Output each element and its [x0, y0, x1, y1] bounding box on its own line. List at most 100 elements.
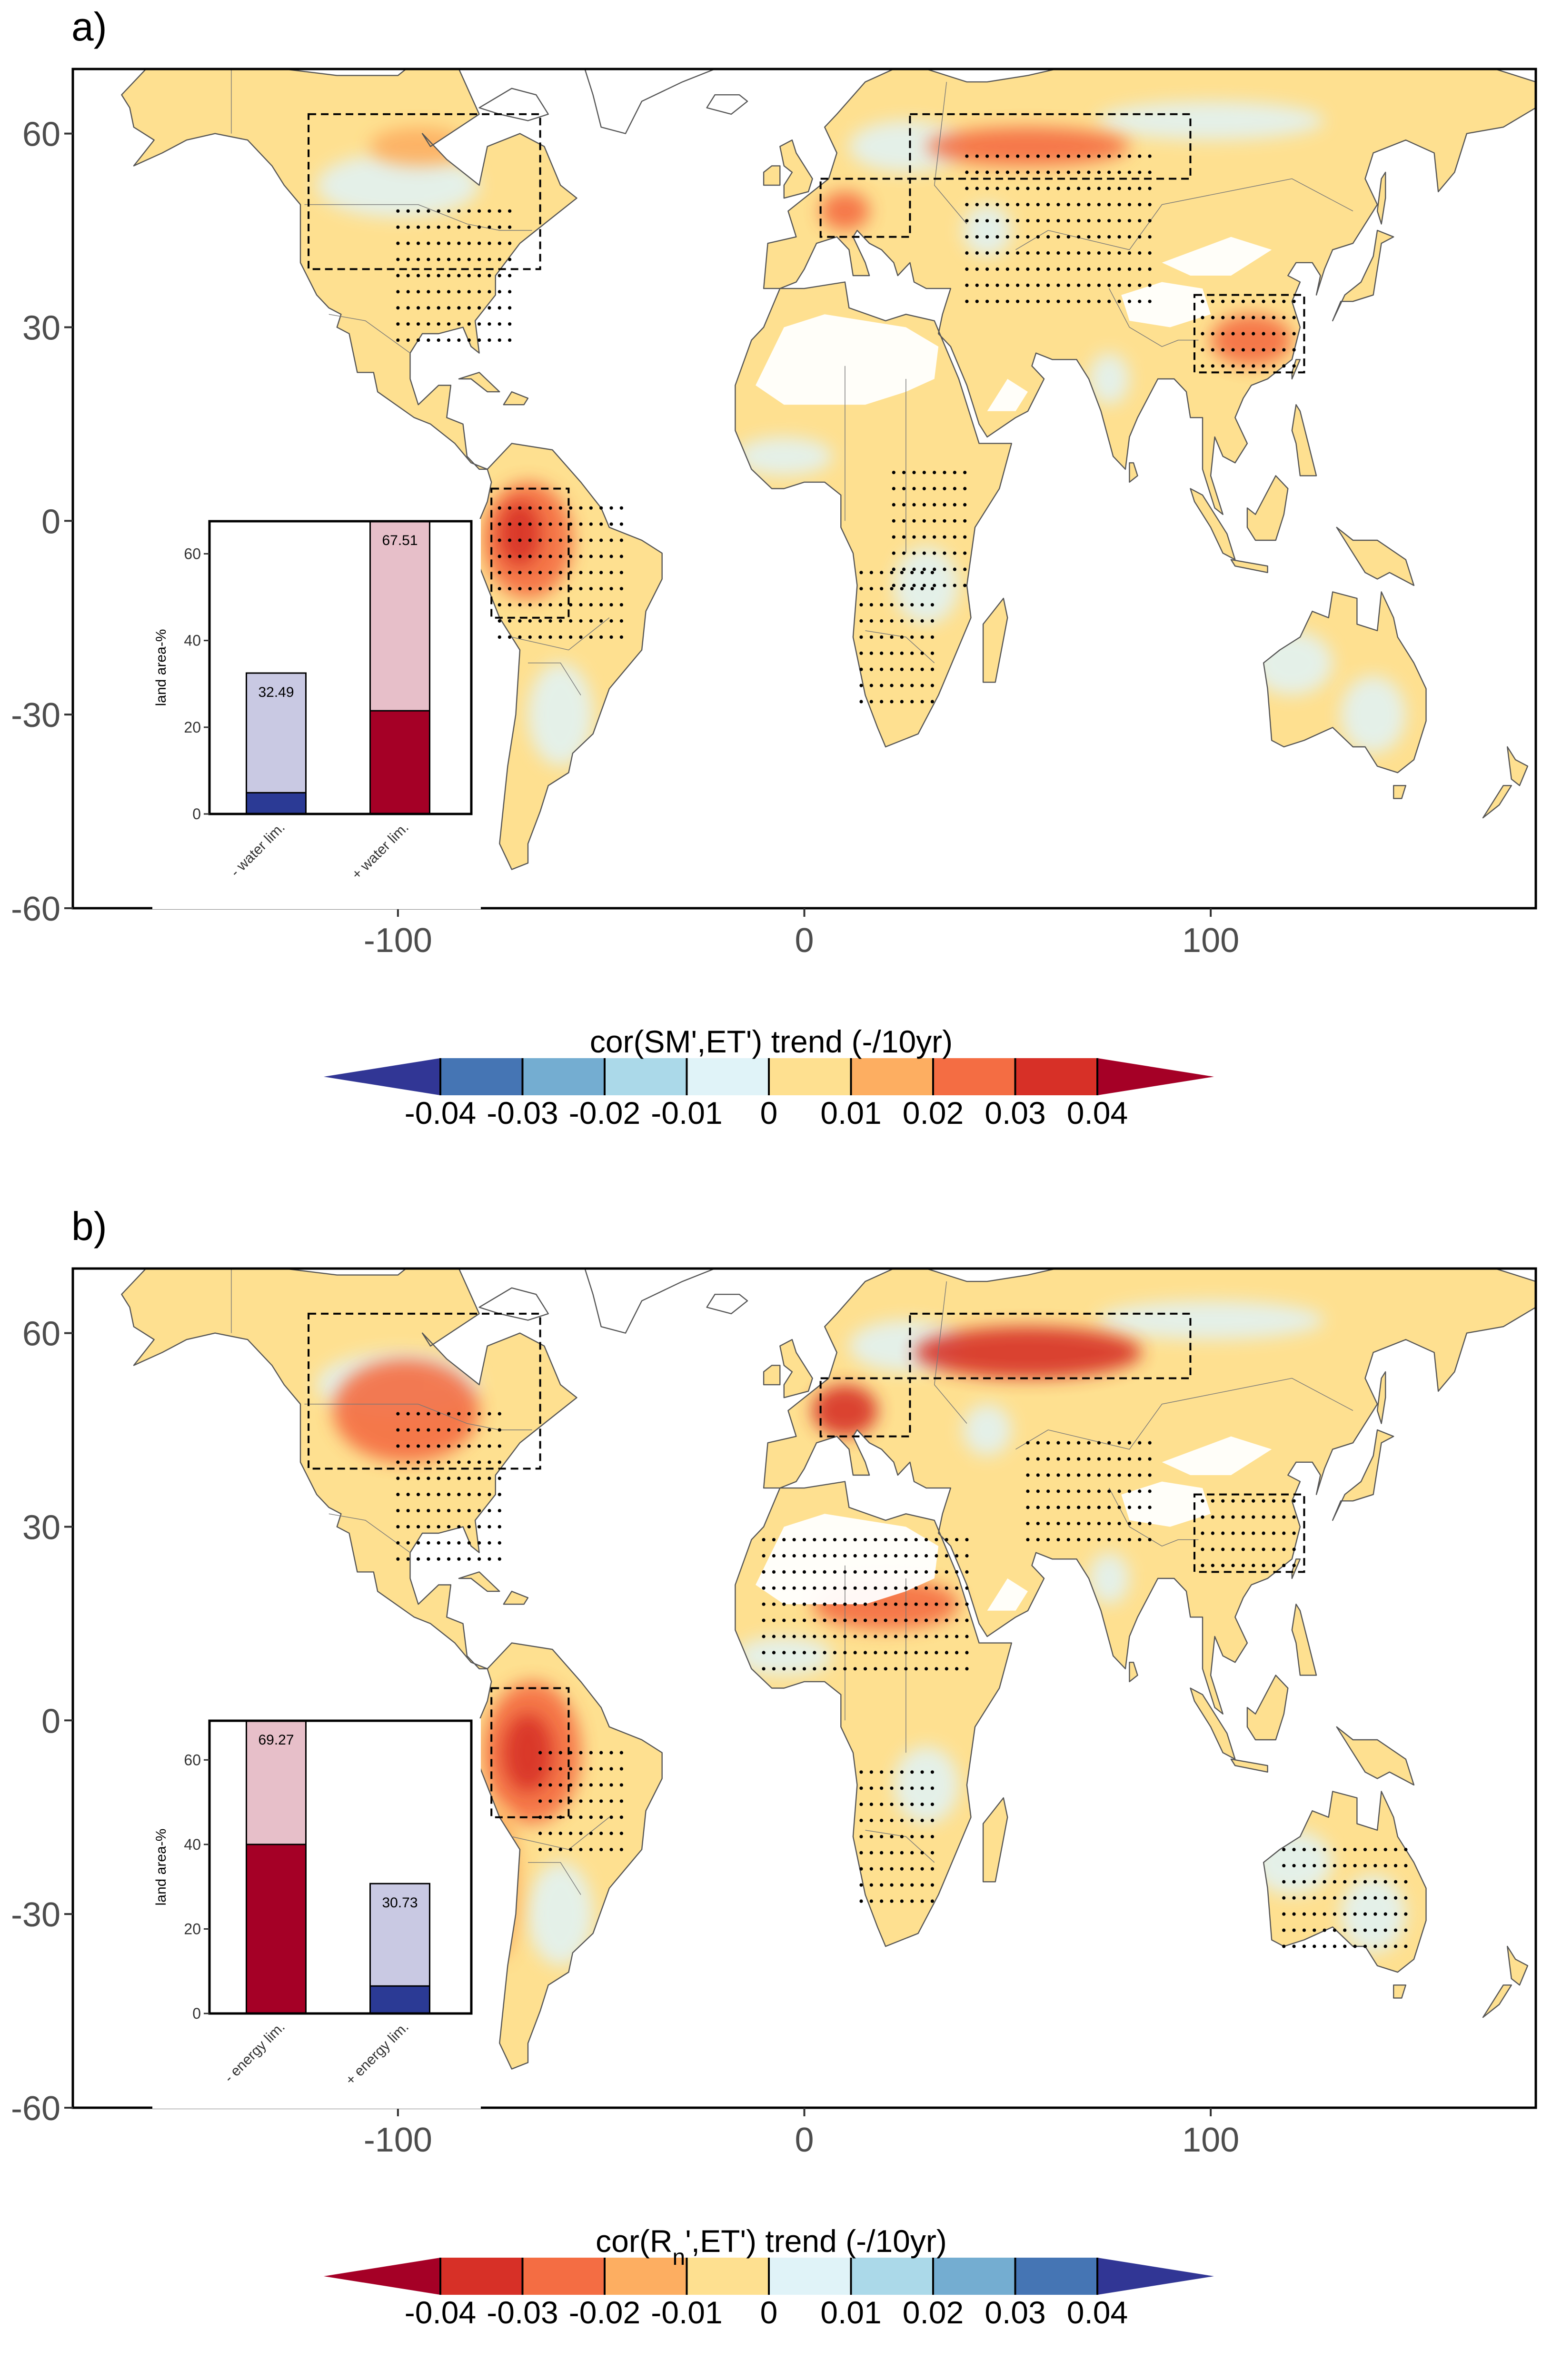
stipple-dot: [900, 1899, 904, 1903]
stipple-dot: [497, 258, 501, 261]
stipple-dot: [518, 571, 522, 575]
stipple-dot: [1127, 1473, 1131, 1477]
stipple-dot: [579, 1832, 583, 1835]
stipple-dot: [930, 1851, 934, 1854]
stipple-dot: [985, 154, 989, 158]
stipple-dot: [1231, 316, 1235, 319]
stipple-dot: [933, 551, 936, 555]
japan-fill: [1333, 230, 1394, 321]
stipple-dot: [599, 522, 603, 526]
stipple-dot: [1077, 299, 1081, 303]
stipple-dot: [833, 1651, 837, 1655]
stipple-dot: [406, 1541, 410, 1545]
stipple-dot: [1077, 267, 1081, 271]
stipple-dot: [963, 503, 967, 507]
greenland-outline: [584, 1269, 716, 1334]
new-zealand-south-outline: [1482, 785, 1512, 819]
stipple-dot: [1343, 1912, 1347, 1916]
stipple-dot: [920, 684, 924, 687]
stipple-dot: [1077, 1441, 1081, 1445]
stipple-dot: [933, 567, 936, 571]
stipple-dot: [922, 567, 926, 571]
stipple-dot: [1148, 170, 1152, 174]
stipple-dot: [528, 571, 532, 575]
stipple-dot: [437, 209, 440, 213]
stipple-dot: [1231, 364, 1235, 368]
stipple-dot: [538, 603, 542, 607]
stipple-dot: [508, 538, 512, 542]
stipple-dot: [558, 538, 562, 542]
stipple-dot: [772, 1618, 776, 1622]
stipple-dot: [935, 1635, 938, 1638]
new-zealand-north-outline: [1506, 1945, 1529, 1986]
stipple-dot: [1292, 1944, 1296, 1948]
stipple-dot: [853, 1554, 857, 1558]
stipple-dot: [396, 306, 400, 310]
trend-hotspot: [499, 501, 540, 566]
stipple-dot: [579, 571, 583, 575]
stipple-dot: [762, 1570, 766, 1574]
stipple-dot: [782, 1586, 786, 1590]
stipple-dot: [1373, 1912, 1377, 1916]
stipple-dot: [1373, 1847, 1377, 1852]
stipple-dot: [1117, 235, 1121, 239]
stipple-dot: [1127, 154, 1131, 158]
stipple-dot: [589, 1767, 593, 1771]
stipple-dot: [467, 1412, 471, 1416]
stipple-dot: [924, 1618, 928, 1622]
stipple-dot: [802, 1618, 806, 1622]
stipple-dot: [1016, 283, 1020, 287]
stipple-dot: [762, 1537, 766, 1542]
stipple-dot: [1066, 1537, 1070, 1542]
country-border: [528, 1862, 581, 1895]
stipple-dot: [437, 274, 440, 278]
stipple-dot: [497, 1428, 501, 1432]
stipple-dot: [478, 241, 481, 245]
stipple-dot: [1221, 1547, 1225, 1551]
stipple-dot: [609, 1832, 613, 1835]
stipple-dot: [823, 1586, 826, 1590]
near-zero-patch: [735, 1636, 833, 1676]
stipple-dot: [902, 535, 906, 539]
stipple-dot: [487, 258, 491, 261]
trend-hotspot: [333, 1359, 479, 1462]
stipple-dot: [890, 571, 894, 575]
stipple-dot: [427, 209, 430, 213]
trend-hotspot: [369, 127, 468, 166]
stipple-dot: [1117, 1522, 1121, 1526]
stipple-dot: [1107, 283, 1111, 287]
stipple-dot: [1066, 1522, 1070, 1526]
colorbar-segment: [769, 2258, 851, 2295]
stipple-dot: [1302, 1944, 1306, 1948]
stipple-dot: [579, 619, 583, 623]
no-data-area: [1162, 237, 1272, 276]
stipple-dot: [910, 1835, 914, 1839]
stipple-dot: [823, 1635, 826, 1638]
stipple-dot: [569, 1783, 573, 1787]
stipple-dot: [900, 1803, 904, 1806]
x-tick-label: 0: [795, 922, 814, 960]
stipple-dot: [548, 538, 552, 542]
stipple-dot: [599, 1751, 603, 1755]
stipple-dot: [467, 1493, 471, 1497]
stipple-dot: [965, 1570, 969, 1574]
stipple-dot: [782, 1635, 786, 1638]
stipple-dot: [1282, 1896, 1286, 1900]
stipple-dot: [1036, 1441, 1040, 1445]
stipple-dot: [589, 1783, 593, 1787]
stipple-dot: [447, 1428, 451, 1432]
stipple-dot: [538, 571, 542, 575]
stipple-dot: [478, 258, 481, 261]
stipple-dot: [1221, 1564, 1225, 1567]
stipple-dot: [1097, 203, 1101, 207]
stipple-dot: [869, 1867, 873, 1871]
stipple-dot: [953, 567, 956, 571]
stipple-dot: [599, 1847, 603, 1852]
stipple-dot: [863, 1586, 867, 1590]
stipple-dot: [863, 1537, 867, 1542]
stipple-dot: [920, 667, 924, 671]
stipple-dot: [1404, 1944, 1408, 1948]
stipple-dot: [930, 603, 934, 607]
stipple-dot: [1138, 251, 1142, 255]
stipple-dot: [920, 700, 924, 704]
